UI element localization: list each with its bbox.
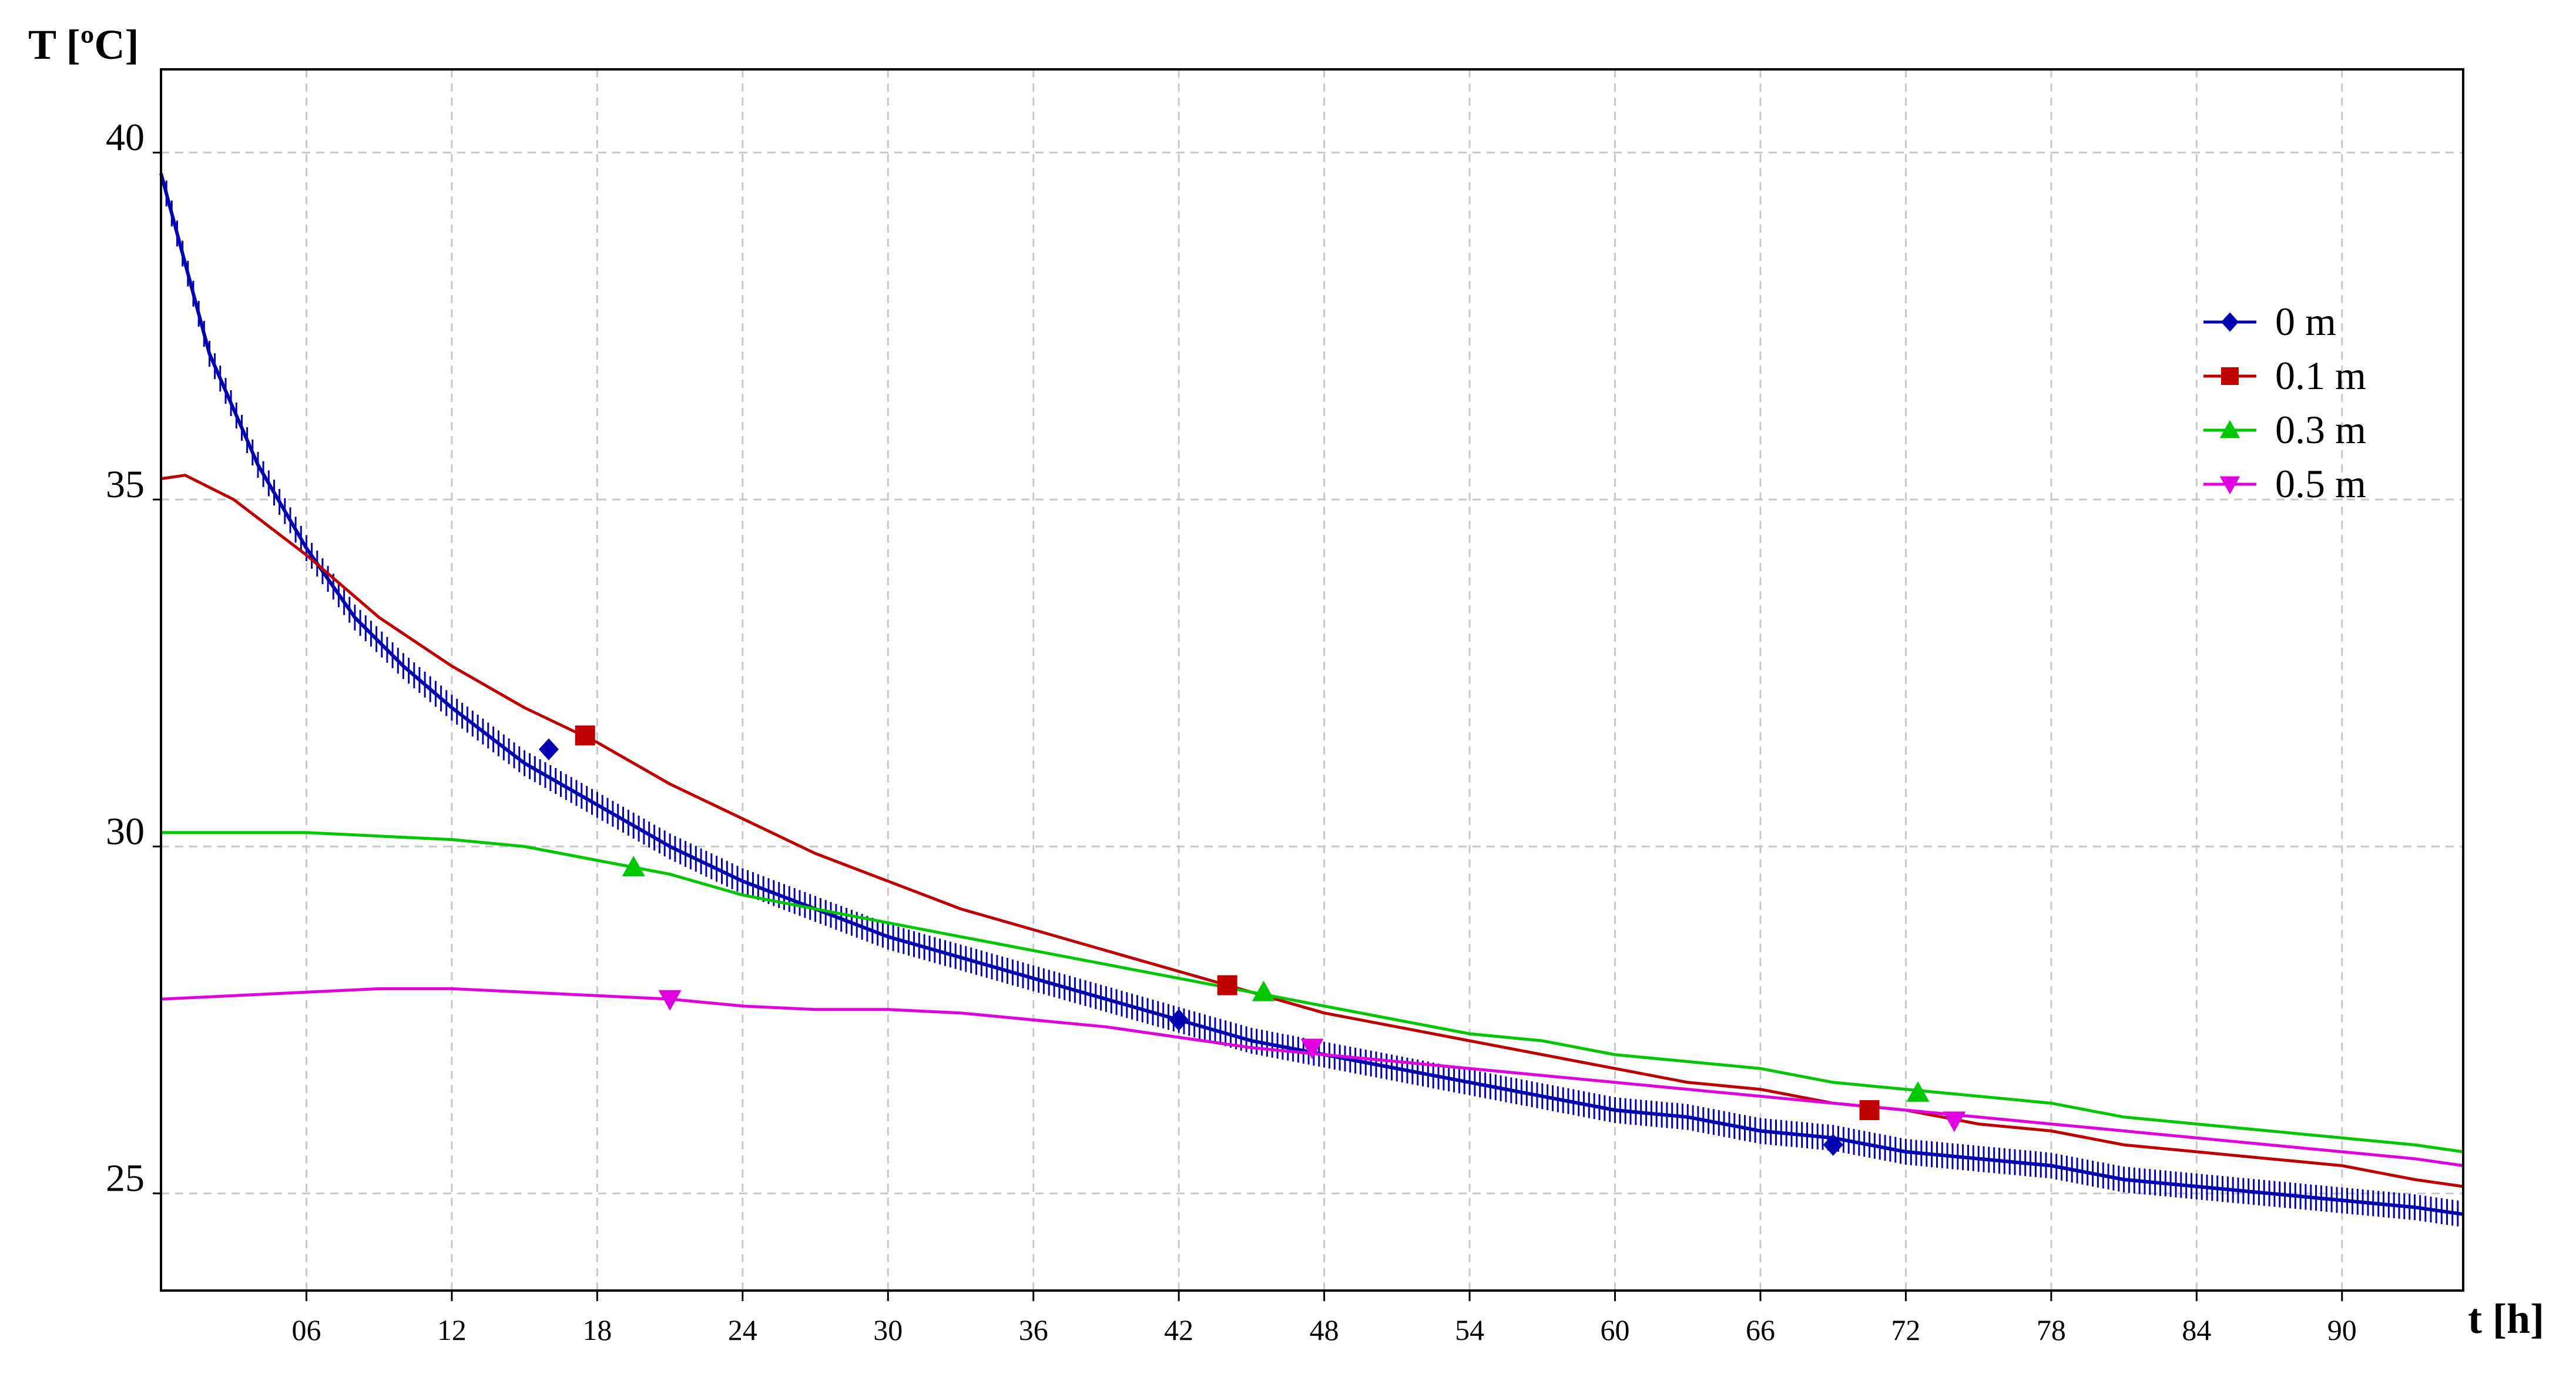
marker-0-5m bbox=[658, 990, 682, 1011]
plot-frame bbox=[160, 68, 2464, 1292]
x-tick-label: 66 bbox=[1746, 1313, 1775, 1346]
x-tick-label: 84 bbox=[2182, 1313, 2211, 1346]
marker-0m bbox=[1823, 1134, 1843, 1156]
legend-marker-0-1m bbox=[2221, 367, 2239, 385]
y-tick-label: 30 bbox=[106, 810, 145, 853]
marker-0-1m bbox=[1859, 1100, 1880, 1121]
marker-0-3m bbox=[1252, 980, 1276, 1001]
x-tick-label: 24 bbox=[728, 1313, 757, 1346]
legend-label-0-5m: 0.5 m bbox=[2275, 461, 2366, 506]
x-tick-label: 30 bbox=[873, 1313, 903, 1346]
legend-marker-0-5m bbox=[2219, 476, 2240, 495]
x-axis-title: t [h] bbox=[2468, 1295, 2544, 1342]
marker-0-3m bbox=[622, 856, 645, 877]
x-tick-label: 06 bbox=[291, 1313, 321, 1346]
marker-0m bbox=[1169, 1008, 1189, 1031]
y-axis-ticks: 25 30 35 40 bbox=[106, 116, 161, 1200]
x-tick-label: 60 bbox=[1601, 1313, 1630, 1346]
legend-label-0m: 0 m bbox=[2275, 299, 2336, 344]
y-tick-label: 25 bbox=[106, 1157, 145, 1200]
x-tick-label: 72 bbox=[1891, 1313, 1920, 1346]
x-tick-label: 54 bbox=[1455, 1313, 1484, 1346]
x-axis-ticks: 06 12 18 24 30 36 42 48 54 60 66 72 78 84 90 bbox=[291, 1291, 2357, 1346]
marker-0-1m bbox=[1217, 975, 1237, 996]
series-line-0-5m bbox=[160, 987, 2464, 1167]
series-markers bbox=[538, 725, 1966, 1156]
x-tick-label: 42 bbox=[1164, 1313, 1193, 1346]
x-tick-label: 12 bbox=[437, 1313, 467, 1346]
series-line-0-3m bbox=[161, 831, 2464, 1154]
legend-label-0-1m: 0.1 m bbox=[2275, 353, 2366, 398]
marker-0-5m bbox=[1943, 1111, 1966, 1132]
x-tick-label: 36 bbox=[1019, 1313, 1048, 1346]
marker-0-5m bbox=[1300, 1038, 1324, 1060]
marker-0m bbox=[538, 738, 559, 760]
x-tick-label: 90 bbox=[2327, 1313, 2357, 1346]
legend-label-0-3m: 0.3 m bbox=[2275, 407, 2366, 452]
y-tick-label: 40 bbox=[106, 116, 145, 159]
legend: 0 m 0.1 m 0.3 m 0.5 m bbox=[2203, 299, 2366, 506]
series-line-0-1m bbox=[160, 474, 2464, 1188]
grid-lines bbox=[161, 69, 2463, 1291]
y-tick-label: 35 bbox=[106, 463, 145, 506]
y-axis-title: T [ºC] bbox=[28, 21, 139, 68]
x-tick-label: 18 bbox=[582, 1313, 612, 1346]
legend-marker-0-3m bbox=[2219, 420, 2240, 438]
legend-marker-0m bbox=[2221, 312, 2239, 332]
series-lines bbox=[159, 160, 2464, 1226]
x-tick-label: 78 bbox=[2037, 1313, 2066, 1346]
x-tick-label: 48 bbox=[1310, 1313, 1339, 1346]
marker-0-1m bbox=[575, 725, 595, 746]
marker-0-3m bbox=[1906, 1081, 1930, 1102]
